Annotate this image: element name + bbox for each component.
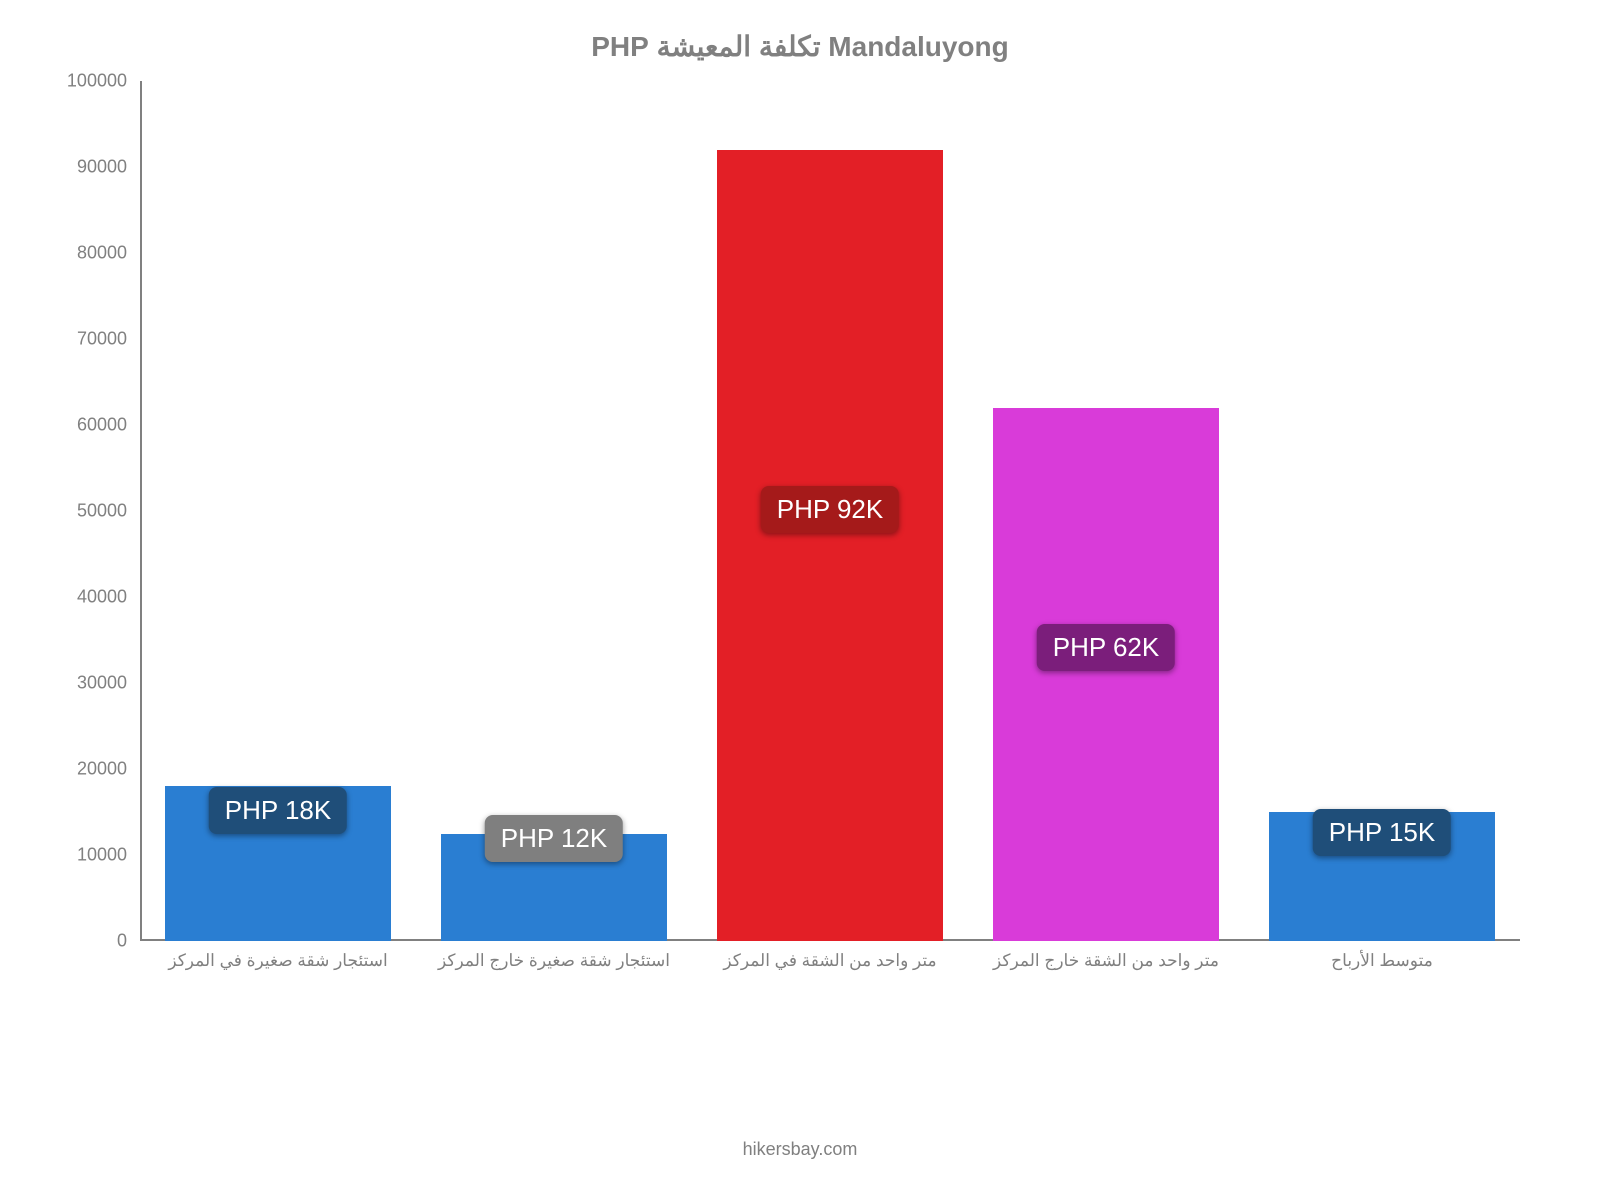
bar-slot: PHP 15K <box>1244 81 1520 941</box>
bar-value-label: PHP 18K <box>209 787 347 834</box>
bar-slot: PHP 18K <box>140 81 416 941</box>
bar-slot: PHP 12K <box>416 81 692 941</box>
bar <box>717 150 943 941</box>
y-tick: 10000 <box>77 845 127 866</box>
bars-container: PHP 18K PHP 12K PHP 92K PHP 62K PHP 15K <box>140 81 1520 941</box>
bar-value-label: PHP 62K <box>1037 624 1175 671</box>
bar-value-label: PHP 12K <box>485 815 623 862</box>
y-tick: 90000 <box>77 157 127 178</box>
chart-title: Mandaluyong تكلفة المعيشة PHP <box>50 30 1550 63</box>
y-axis: 0100002000030000400005000060000700008000… <box>50 81 135 941</box>
y-tick: 0 <box>117 931 127 952</box>
bar-slot: PHP 62K <box>968 81 1244 941</box>
y-tick: 20000 <box>77 759 127 780</box>
y-tick: 60000 <box>77 415 127 436</box>
y-tick: 40000 <box>77 587 127 608</box>
y-tick: 50000 <box>77 501 127 522</box>
y-tick: 70000 <box>77 329 127 350</box>
y-tick: 80000 <box>77 243 127 264</box>
x-tick: متر واحد من الشقة خارج المركز <box>968 951 1244 971</box>
x-axis: استئجار شقة صغيرة في المركزاستئجار شقة ص… <box>140 951 1520 971</box>
bar-value-label: PHP 92K <box>761 486 899 533</box>
x-tick: استئجار شقة صغيرة في المركز <box>140 951 416 971</box>
x-tick: متر واحد من الشقة في المركز <box>692 951 968 971</box>
y-tick: 30000 <box>77 673 127 694</box>
cost-of-living-chart: Mandaluyong تكلفة المعيشة PHP 0100002000… <box>50 30 1550 971</box>
x-tick: متوسط الأرباح <box>1244 951 1520 971</box>
bar <box>993 408 1219 941</box>
footer-credit: hikersbay.com <box>0 1139 1600 1160</box>
y-tick: 100000 <box>67 71 127 92</box>
plot-area: 0100002000030000400005000060000700008000… <box>140 81 1520 941</box>
bar-slot: PHP 92K <box>692 81 968 941</box>
x-tick: استئجار شقة صغيرة خارج المركز <box>416 951 692 971</box>
bar-value-label: PHP 15K <box>1313 809 1451 856</box>
